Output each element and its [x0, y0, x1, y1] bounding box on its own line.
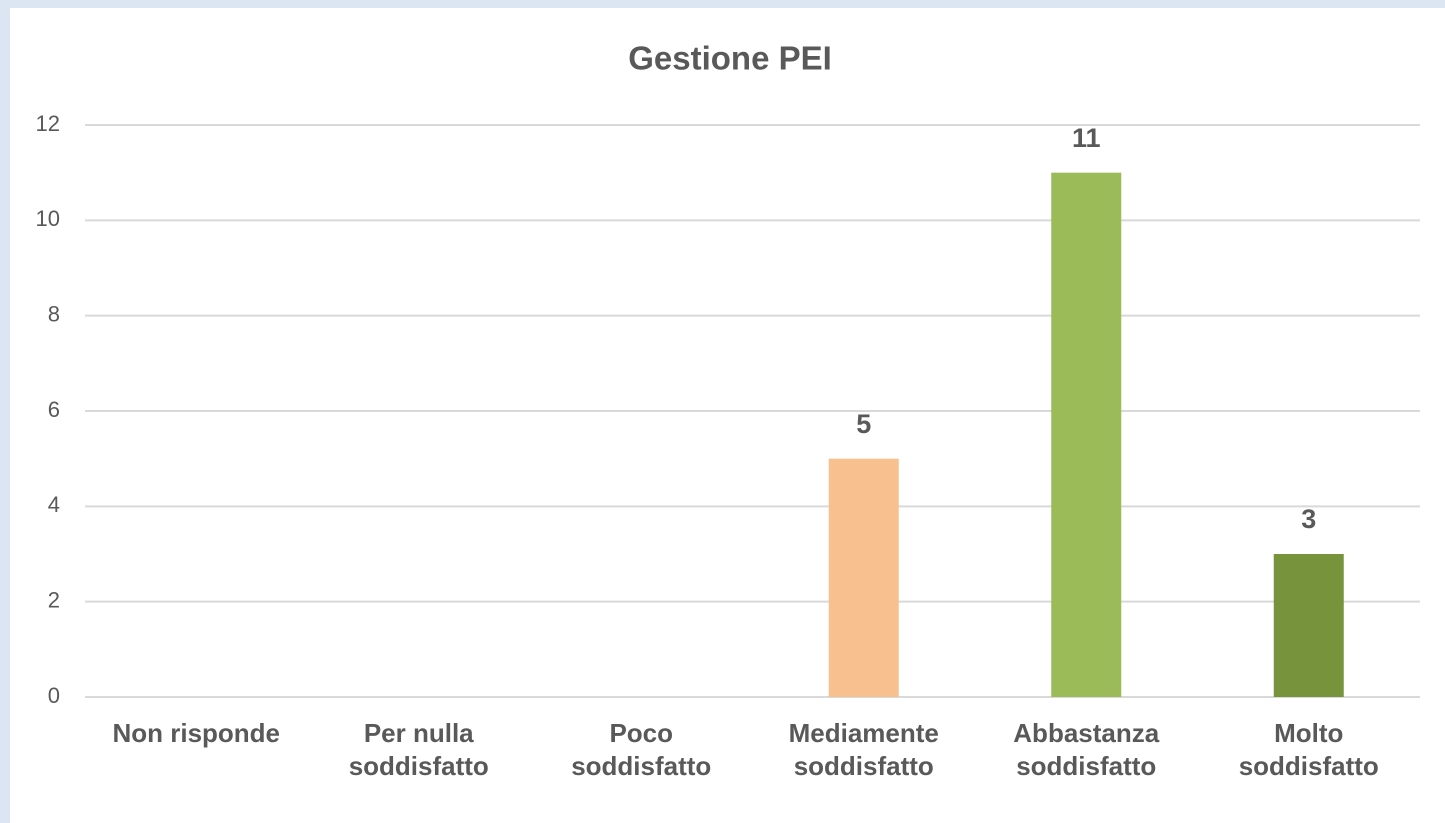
x-tick-label: Poco soddisfatto	[571, 718, 712, 781]
y-tick-label: 0	[48, 683, 60, 708]
y-tick-label: 10	[36, 206, 60, 231]
x-tick-label: Per nulla soddisfatto	[348, 718, 489, 781]
chart: Gestione PEI 0 2 4 6 8 10 12 5 11 3	[36, 40, 1420, 708]
chart-title: Gestione PEI	[628, 40, 832, 77]
bar	[1273, 554, 1344, 697]
data-label: 11	[1072, 123, 1101, 153]
y-tick-label: 4	[48, 492, 60, 517]
x-tick-label: Non risponde	[112, 718, 281, 748]
data-label: 5	[856, 409, 871, 439]
x-tick-label: Molto soddisfatto	[1238, 718, 1379, 781]
chart-area: Gestione PEI 0 2 4 6 8 10 12 5 11 3 Non risponde P…	[10, 8, 1445, 823]
bar	[828, 458, 899, 697]
y-tick-label: 6	[48, 397, 60, 422]
data-label: 3	[1301, 504, 1316, 534]
x-tick-label: Abbastanza soddisfatto	[1013, 718, 1160, 781]
y-tick-label: 8	[48, 301, 60, 326]
y-tick-label: 2	[48, 587, 60, 612]
bar	[1051, 172, 1122, 697]
y-tick-label: 12	[36, 111, 60, 136]
x-tick-label: Mediamente soddisfatto	[788, 718, 939, 781]
